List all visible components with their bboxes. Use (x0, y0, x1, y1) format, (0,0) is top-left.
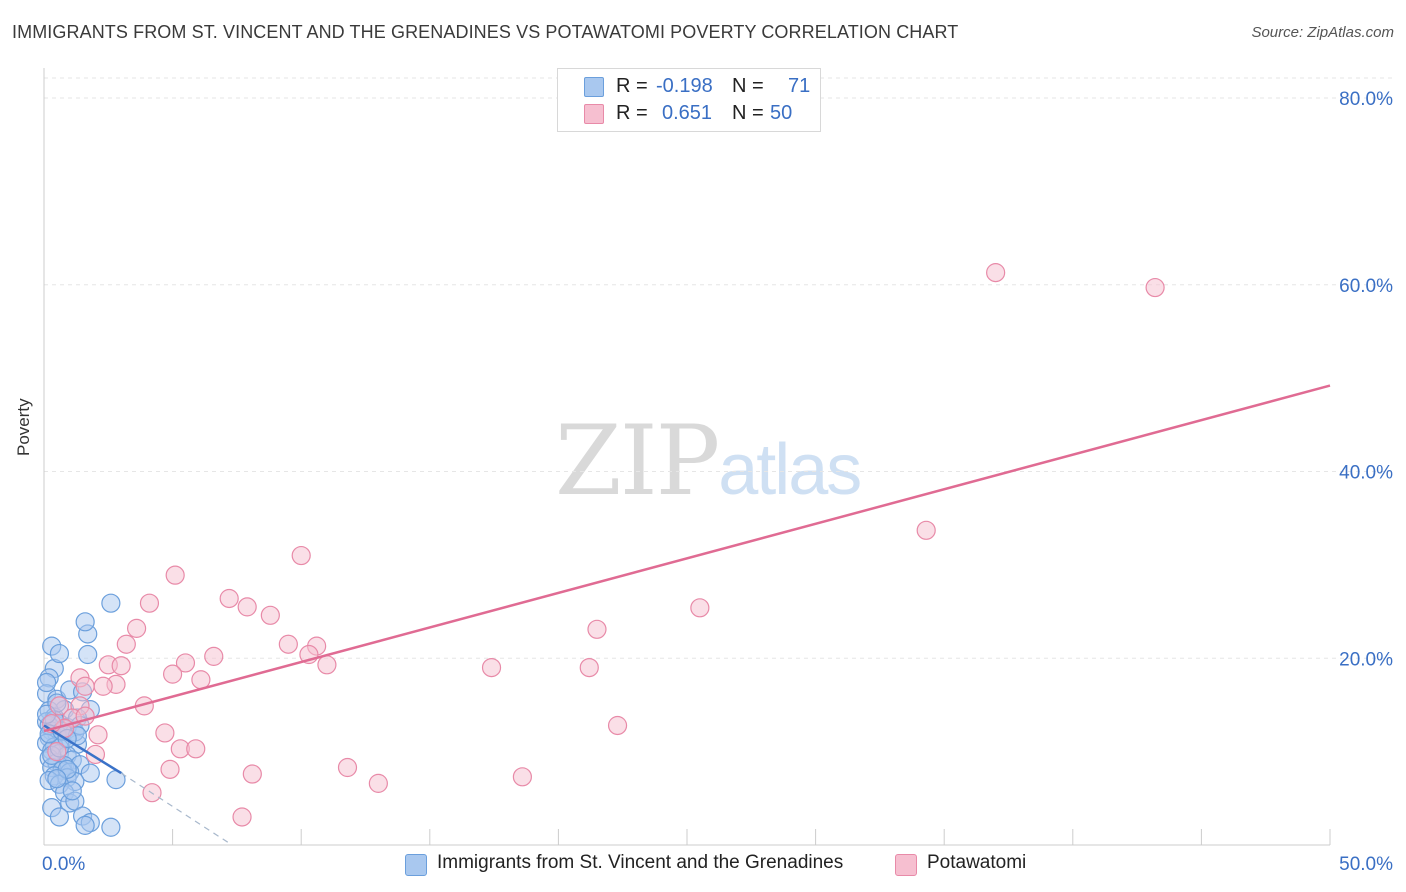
pink-data-point (587, 619, 607, 639)
pink-data-point (242, 764, 262, 784)
pink-data-point (690, 598, 710, 618)
y-tick-label: 80.0% (1339, 89, 1393, 110)
pink-data-point (512, 767, 532, 787)
pink-data-point (232, 807, 252, 827)
grid-lines (44, 77, 1394, 659)
y-tick-label: 40.0% (1339, 463, 1393, 484)
pink-data-point (291, 545, 311, 566)
y-axis-label: Poverty (14, 398, 33, 456)
pink-data-point (93, 676, 113, 696)
bottom-legend-swatch-pink (895, 854, 917, 876)
pink-data-point (219, 588, 239, 609)
pink-data-point (126, 618, 147, 638)
blue-trend-extension (120, 772, 230, 844)
pink-data-point (607, 715, 628, 736)
pink-data-point (204, 646, 224, 666)
pink-data-point (47, 742, 67, 762)
legend-swatch-blue (584, 77, 604, 97)
watermark: ZIPatlas (555, 405, 862, 517)
legend-r-value: -0.198 (656, 75, 713, 97)
pink-data-point (49, 696, 70, 716)
watermark-zip: ZIP (555, 405, 720, 517)
pink-data-point (237, 597, 257, 617)
blue-data-point (47, 769, 67, 789)
pink-data-point (481, 657, 502, 678)
blue-data-point (80, 763, 100, 783)
pink-data-point (111, 656, 131, 676)
blue-data-point (75, 612, 95, 632)
series-pink-points (42, 263, 1165, 827)
watermark-atlas: atlas (718, 430, 862, 510)
chart-title: IMMIGRANTS FROM ST. VINCENT AND THE GREN… (12, 22, 959, 42)
pink-trend-line (43, 384, 1331, 733)
y-tick-label: 20.0% (1339, 649, 1393, 670)
pink-data-point (260, 605, 280, 625)
legend-r-value: 0.651 (662, 102, 713, 124)
bottom-legend-label-pink: Potawatomi (927, 852, 1027, 873)
pink-data-point (75, 676, 95, 696)
pink-data-point (579, 657, 599, 678)
blue-data-point (49, 643, 70, 664)
bottom-legend-label-blue: Immigrants from St. Vincent and the Gren… (437, 852, 844, 873)
pink-data-point (916, 520, 936, 540)
blue-data-point (101, 593, 121, 613)
pink-data-point (163, 664, 183, 684)
blue-data-point (49, 807, 70, 827)
blue-data-point (78, 644, 98, 665)
bottom-legend-swatch-blue (405, 854, 427, 876)
legend-n-value: 71 (788, 75, 811, 97)
pink-data-point (186, 739, 206, 759)
pink-data-point (278, 634, 298, 654)
legend-n-label: N = (732, 75, 764, 97)
pink-data-point (160, 759, 180, 779)
blue-data-point (101, 817, 121, 837)
trend-lines (43, 384, 1331, 844)
tick-labels: 20.0% 40.0% 60.0% 80.0% 0.0% 50.0% (42, 89, 1393, 875)
y-tick-label: 60.0% (1339, 276, 1393, 297)
blue-data-point (62, 781, 82, 801)
pink-data-point (317, 655, 337, 675)
legend-r-label: R = (616, 102, 648, 124)
blue-trend-line (43, 724, 122, 775)
x-tick-label: 0.0% (42, 854, 85, 875)
legend-swatch-pink (584, 104, 604, 124)
legend-n-label: N = (732, 102, 764, 124)
pink-data-point (1145, 277, 1165, 298)
pink-data-point (368, 773, 388, 793)
blue-data-point (36, 672, 57, 693)
axes (43, 68, 1331, 846)
pink-data-point (986, 263, 1006, 283)
pink-data-point (116, 634, 136, 654)
pink-data-point (139, 593, 160, 613)
pink-data-point (175, 653, 196, 673)
pink-data-point (88, 725, 108, 745)
legend-r-label: R = (616, 75, 648, 97)
source-credit: Source: ZipAtlas.com (1251, 24, 1394, 41)
pink-data-point (337, 757, 358, 778)
x-tick-label: 50.0% (1339, 854, 1393, 875)
legend-n-value: 50 (770, 102, 793, 124)
stats-legend: R = -0.198 N = 71 R = 0.651 N = 50 (557, 68, 821, 132)
pink-data-point (155, 723, 175, 743)
blue-data-point (75, 815, 95, 835)
pink-data-point (165, 565, 185, 585)
